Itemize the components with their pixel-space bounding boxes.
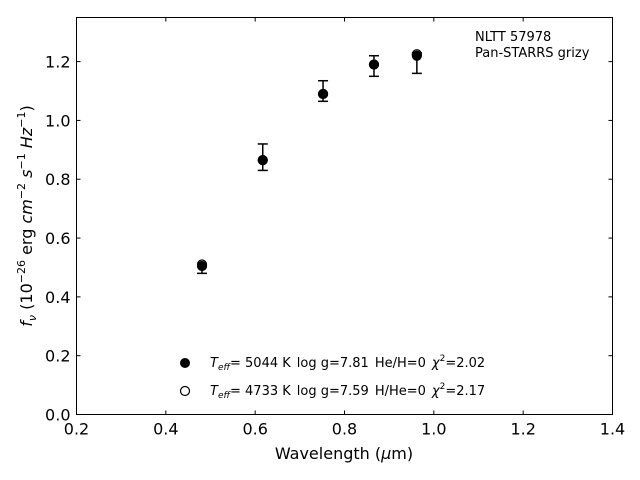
y-tick-label: 0.2	[45, 347, 70, 366]
x-tick-label: 1.2	[510, 420, 535, 439]
legend-marker-open	[179, 385, 191, 397]
annotation-object-name: NLTT 57978	[475, 30, 551, 45]
annotation-survey-name: Pan-STARRS grizy	[475, 46, 590, 61]
x-tick-label: 1.0	[421, 420, 446, 439]
y-tick-label: 0.0	[45, 406, 70, 425]
y-axis-label: fν (10−26 erg cm−2 s−1 Hz−1)	[15, 105, 39, 326]
x-tick-label: 1.4	[600, 420, 625, 439]
model-point-filled	[317, 88, 329, 100]
axis-tick-labels: 0.2 0.4 0.6 0.8 1.0 1.2 1.40.00.20.40.60.81.01…	[45, 53, 625, 439]
axes-frame	[76, 17, 613, 415]
x-tick-label: 0.8	[332, 420, 357, 439]
legend-marker-filled	[180, 358, 190, 368]
axis-ticks	[76, 17, 613, 415]
model-point-filled	[411, 50, 422, 61]
y-tick-label: 1.0	[45, 111, 70, 130]
x-tick-label: 0.2	[64, 420, 89, 439]
x-tick-label: 0.4	[153, 420, 178, 439]
y-tick-label: 0.4	[45, 288, 70, 307]
y-tick-label: 0.6	[45, 229, 70, 248]
x-tick-label: 0.6	[242, 420, 267, 439]
model-point-filled	[196, 260, 208, 272]
y-tick-label: 0.8	[45, 170, 70, 189]
error-bars	[197, 52, 422, 275]
y-tick-label: 1.2	[45, 53, 70, 72]
plot-area: 0.2 0.4 0.6 0.8 1.0 1.2 1.40.00.20.40.60.81.01…	[45, 17, 625, 439]
x-axis-label: Wavelength (μm)	[275, 444, 413, 463]
model-point-filled	[257, 155, 268, 166]
model-point-filled	[368, 59, 380, 70]
data-markers	[196, 49, 422, 272]
